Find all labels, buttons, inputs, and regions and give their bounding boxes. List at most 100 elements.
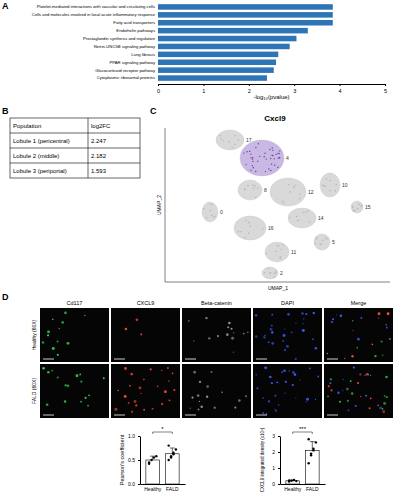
error-bar [290,480,295,482]
tick: FALD [166,486,179,492]
cell-dot [252,184,253,185]
cell-dot [326,238,327,239]
cell-dot [276,245,277,246]
cell-dot [320,243,321,244]
cell-dot [279,153,280,154]
cell-dot [273,276,274,277]
cell-dot [352,206,353,207]
cell-dot [212,204,213,205]
data-point [155,455,157,457]
data-point [167,444,169,446]
cell-dot [248,222,249,223]
signal-dot [150,368,152,370]
cell-dot [297,220,298,221]
cluster [265,242,289,262]
axis-title: UMAP_1 [268,285,288,291]
signal-dot [131,411,133,413]
signal-dot [42,341,45,344]
tick-mark [294,84,295,86]
axis-line [140,437,141,485]
tick: 1.0 [128,433,140,439]
signal-dot [271,342,274,345]
tick-mark [138,484,140,485]
cell-dot [272,155,273,156]
tick-label: 2 [248,88,251,94]
signal-dot [364,375,366,377]
significance-bracket [153,432,173,434]
cell-dot [252,158,253,159]
tick: Netrin-UNC5B signaling pathway [94,44,156,49]
cell-dot [302,212,303,213]
signal-dot [87,405,89,407]
tick: 0.5 [128,457,140,463]
signal-dot [330,389,332,391]
signal-dot [337,392,340,395]
scale-bar [327,415,338,416]
cell-dot [322,184,323,185]
cell-dot [249,151,250,152]
signal-dot [285,381,287,383]
data-point [172,453,174,455]
cell-dot [273,273,274,274]
signal-dot [167,367,169,369]
micrograph [40,364,109,418]
cell-dot [268,168,269,169]
cell-dot [252,157,253,158]
signal-dot [135,404,137,406]
signal-dot [284,393,285,394]
data-point [315,441,317,443]
signal-dot [255,374,257,376]
bar [158,12,333,18]
tick-mark [278,468,280,469]
tick-label: Netrin-UNC5B signaling pathway [94,44,156,49]
cell-dot [272,150,273,151]
signal-dot [353,366,355,368]
signal-dot [265,413,267,415]
scale-bar [256,359,267,360]
signal-dot [269,376,272,379]
signal-dot [80,401,82,403]
table-cell: 2.247 [91,138,107,144]
cell-dot [255,197,256,198]
signal-dot [233,352,234,353]
signal-dot [299,380,300,381]
signal-dot [125,328,128,331]
cluster [270,178,306,206]
significance: * [161,426,164,432]
signal-dot [64,384,66,386]
y-axis: 0.0 0.5 1.0 [128,433,140,487]
cluster [202,202,218,222]
signal-dot [221,391,223,393]
tick-mark [138,436,140,437]
signal-dot [263,336,265,338]
signal-dot [139,387,142,390]
data-point [153,456,155,458]
signal-dot [255,314,258,317]
cluster [320,173,340,197]
plot-area [146,444,179,484]
signal-dot [152,408,153,409]
signal-dot [47,330,50,333]
signal-dot [67,342,70,345]
cell-dot [243,152,244,153]
cell-dot [281,249,282,250]
cluster-label: 14 [318,215,324,221]
cell-dot [275,272,276,273]
cell-dot [279,150,280,151]
bar [305,450,319,484]
signal-dot [169,399,171,401]
signal-dot [352,330,353,331]
table-frame [10,118,140,178]
scale-bar [114,359,125,360]
signal-dot [161,370,162,371]
tick-mark [203,84,204,86]
signal-dot [305,313,307,315]
signal-dot [230,328,232,330]
tick: 0.0 [128,481,140,487]
signal-dot [80,380,82,382]
cell-dot [266,158,267,159]
signal-dot [114,408,117,411]
signal-dot [292,384,294,386]
micrograph [253,364,322,418]
tick-label: Endothelin pathways [116,28,155,33]
